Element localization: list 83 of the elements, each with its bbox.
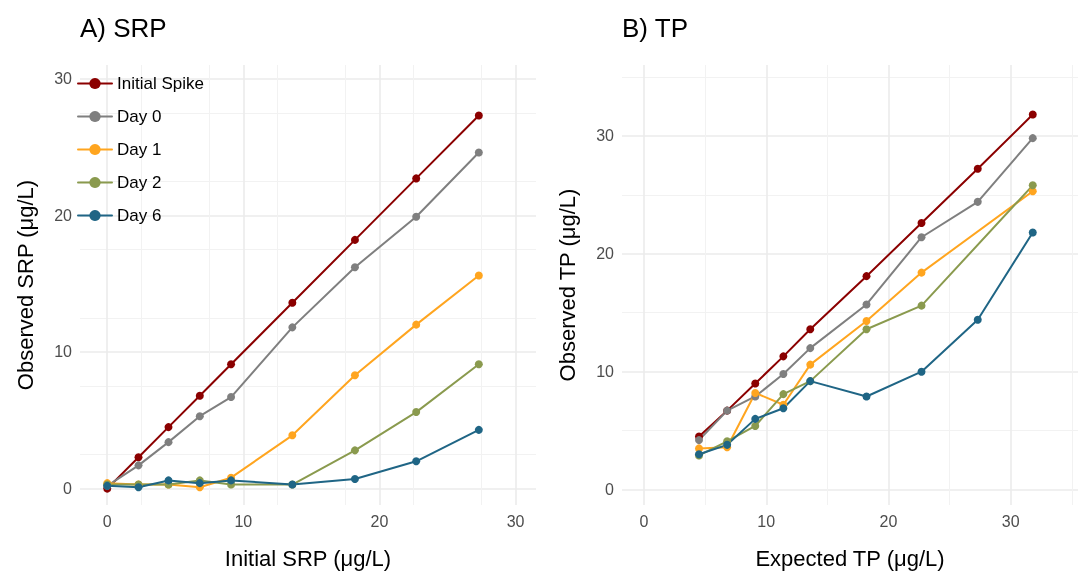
point xyxy=(779,352,788,361)
point xyxy=(412,174,421,183)
point xyxy=(862,392,871,401)
x-axis-title: Expected TP (μg/L) xyxy=(755,545,945,571)
point xyxy=(779,390,788,399)
point xyxy=(412,408,421,417)
point xyxy=(779,404,788,413)
point xyxy=(917,301,926,310)
point xyxy=(862,325,871,334)
x-tick-label: 20 xyxy=(370,512,389,530)
point xyxy=(806,325,815,334)
legend-label: Day 1 xyxy=(117,140,162,159)
point xyxy=(862,316,871,325)
point xyxy=(806,344,815,353)
point xyxy=(917,233,926,242)
point xyxy=(1028,228,1037,237)
x-tick-label: 10 xyxy=(234,512,253,530)
point xyxy=(474,111,483,120)
point xyxy=(973,315,982,324)
y-tick-label: 0 xyxy=(63,480,73,498)
point xyxy=(973,197,982,206)
legend-label: Initial Spike xyxy=(117,74,204,93)
point xyxy=(779,370,788,379)
y-tick-label: 0 xyxy=(605,481,615,499)
chart-title: A) SRP xyxy=(80,13,167,43)
legend-label: Day 6 xyxy=(117,206,162,225)
legend-label: Day 0 xyxy=(117,107,162,126)
point xyxy=(973,164,982,173)
point xyxy=(164,476,173,485)
y-tick-label: 10 xyxy=(54,343,73,361)
point xyxy=(751,421,760,430)
point xyxy=(862,300,871,309)
point xyxy=(412,457,421,466)
y-tick-label: 30 xyxy=(54,70,73,88)
point xyxy=(412,320,421,329)
point xyxy=(288,298,297,307)
point xyxy=(751,388,760,397)
point xyxy=(695,436,704,445)
x-tick-label: 0 xyxy=(639,512,649,530)
point xyxy=(350,371,359,380)
x-axis-title: Initial SRP (μg/L) xyxy=(224,545,392,571)
point xyxy=(917,219,926,228)
point xyxy=(227,360,236,369)
point xyxy=(288,431,297,440)
y-axis-title: Observed TP (μg/L) xyxy=(554,188,580,382)
point xyxy=(134,453,143,462)
point xyxy=(350,235,359,244)
y-tick-label: 20 xyxy=(596,245,615,263)
point xyxy=(1028,134,1037,143)
point xyxy=(474,148,483,157)
y-tick-label: 30 xyxy=(596,127,615,145)
y-tick-label: 10 xyxy=(596,363,615,381)
point xyxy=(164,438,173,447)
point xyxy=(474,425,483,434)
point xyxy=(474,271,483,280)
point xyxy=(164,423,173,432)
point xyxy=(350,475,359,484)
point xyxy=(751,379,760,388)
point xyxy=(1028,110,1037,119)
point xyxy=(350,263,359,272)
point xyxy=(195,391,204,400)
point xyxy=(862,272,871,281)
y-tick-label: 20 xyxy=(54,206,73,224)
point xyxy=(474,360,483,369)
point xyxy=(917,367,926,376)
x-tick-label: 0 xyxy=(102,512,112,530)
point xyxy=(412,212,421,221)
point xyxy=(288,323,297,332)
point xyxy=(227,393,236,402)
x-tick-label: 30 xyxy=(506,512,525,530)
point xyxy=(917,268,926,277)
point xyxy=(751,414,760,423)
x-tick-label: 10 xyxy=(757,512,776,530)
x-tick-label: 20 xyxy=(879,512,898,530)
y-axis-title: Observed SRP (μg/L) xyxy=(12,179,38,391)
point xyxy=(195,412,204,421)
point xyxy=(806,360,815,369)
legend-label: Day 2 xyxy=(117,173,162,192)
chart-title: B) TP xyxy=(622,13,688,43)
x-tick-label: 30 xyxy=(1001,512,1020,530)
point xyxy=(134,461,143,470)
point xyxy=(350,446,359,455)
point xyxy=(1028,181,1037,190)
